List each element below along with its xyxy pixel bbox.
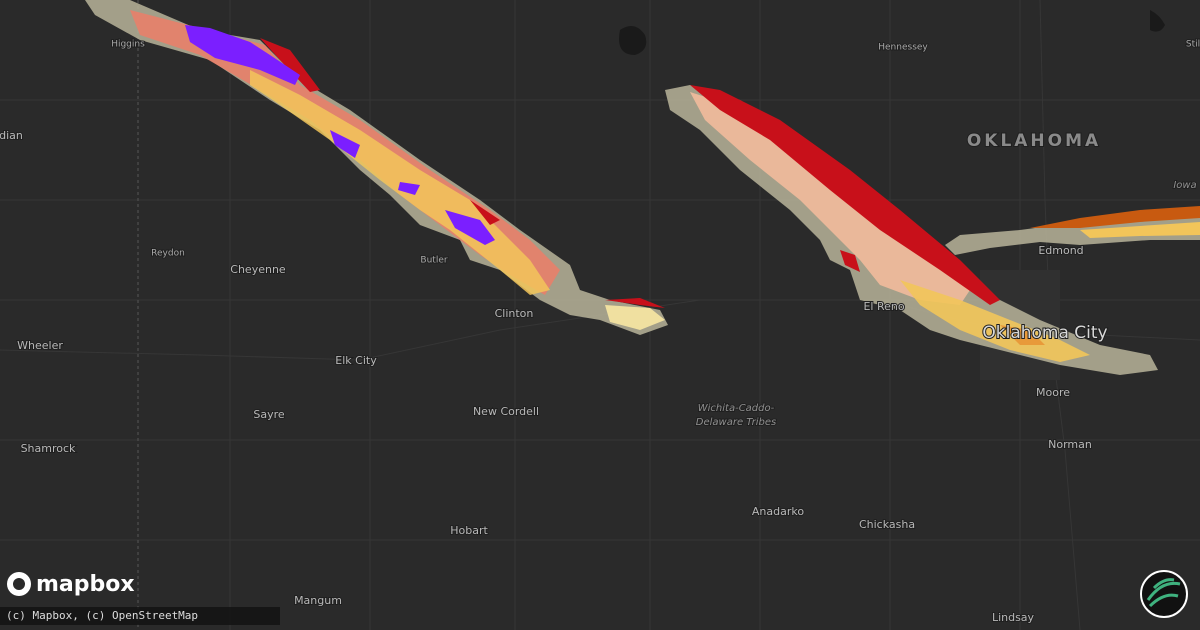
place-label: Mangum [294,594,342,607]
place-label: Moore [1036,386,1070,399]
swath-purple [185,25,495,245]
place-label: Oklahoma City [982,323,1107,343]
logo-ring [1140,570,1188,618]
place-label: Hobart [450,524,488,537]
place-label: Reydon [151,249,185,259]
tribal-label: Wichita-Caddo- [698,403,775,414]
logo-text: mapbox [36,572,135,597]
place-label: Iowa [1173,180,1196,191]
mapbox-logo[interactable]: mapbox [7,572,135,597]
place-label: Hennessey [878,43,928,53]
labels: Higgins dian Hennessey Stil OKLAHOMA Iow… [0,39,1200,626]
place-label: dian [0,129,23,142]
place-label: Stil [1186,40,1200,50]
place-label: Wheeler [17,339,63,352]
swath-salmon [690,92,970,305]
swath-orange [1000,325,1045,345]
hail-swath [665,85,1158,375]
place-label: New Cordell [473,405,539,418]
logo-mark [1146,578,1181,608]
place-label: Chickasha [859,518,915,531]
place-label: El Reno [863,300,904,313]
swath-red [690,85,1000,305]
place-label: Norman [1048,438,1092,451]
hail-swath [85,0,668,335]
lake [1150,10,1165,32]
place-label: Anadarko [752,505,804,518]
place-label: Sayre [253,408,285,421]
logo-icon [13,578,25,590]
lake [619,26,647,55]
place-label: Clinton [495,307,534,320]
swath-yellow [1080,222,1200,238]
place-label: Higgins [111,40,145,50]
swath-red [260,38,665,308]
place-label: Lindsay [992,611,1035,624]
place-label: Shamrock [21,442,76,455]
tribal-label: Delaware Tribes [696,417,776,428]
site-logo[interactable] [1140,570,1188,618]
attribution-bar [0,607,280,625]
place-label: Elk City [335,354,377,367]
place-label: Butler [420,256,447,266]
attribution[interactable]: (c) Mapbox, (c) OpenStreetMap [6,609,198,622]
hail-swath [945,206,1200,255]
place-label: Edmond [1038,244,1083,257]
swath-yellow [900,280,1090,362]
place-label: Cheyenne [230,263,286,276]
state-label: OKLAHOMA [967,131,1101,151]
swath-yellow [605,305,665,330]
swath-orange [1030,206,1200,228]
